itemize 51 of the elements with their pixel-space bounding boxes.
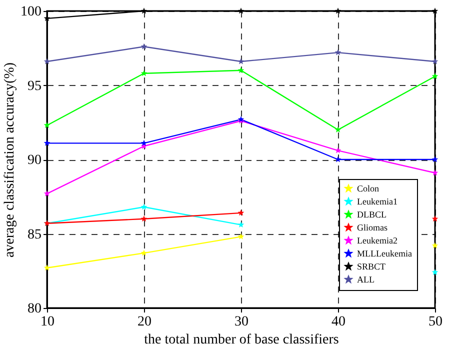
x-tick-label: 30: [234, 314, 248, 330]
point: [140, 43, 148, 50]
x-tick-label: 10: [40, 314, 54, 330]
point: [238, 233, 244, 240]
point: [432, 8, 438, 14]
y-tick-label: 100: [20, 4, 42, 20]
point: [334, 49, 342, 56]
x-tick-label: 50: [428, 314, 442, 330]
point: [140, 216, 148, 222]
point: [44, 58, 50, 64]
y-axis-title: average classification accuracy(%): [2, 62, 18, 258]
point: [44, 140, 50, 146]
legend-label: MLLLeukemia: [357, 248, 412, 258]
legend-label: Leukemia1: [357, 196, 398, 206]
point: [140, 8, 148, 14]
y-tick-label: 90: [28, 153, 42, 168]
point: [238, 67, 244, 74]
point: [238, 8, 244, 14]
point: [238, 58, 244, 64]
point: [334, 8, 342, 14]
legend-label: Colon: [357, 184, 380, 194]
point: [432, 170, 438, 176]
point: [140, 250, 148, 256]
point: [140, 204, 148, 210]
point: [140, 70, 148, 76]
point: [44, 122, 50, 128]
point: [140, 140, 148, 146]
y-tick-label: 80: [28, 302, 42, 316]
point: [238, 210, 244, 216]
y-tick-label: 85: [28, 227, 42, 242]
x-tick-label: 20: [138, 314, 152, 330]
legend-label: SRBCT: [357, 262, 386, 272]
point: [44, 190, 50, 196]
point: [334, 147, 342, 154]
legend-label: Gliomas: [357, 222, 388, 232]
point: [432, 72, 438, 80]
point: [432, 269, 438, 276]
legend-label: DLBCL: [357, 210, 387, 220]
y-tick-label: 95: [28, 78, 42, 94]
point: [44, 264, 50, 271]
point: [334, 126, 342, 133]
point: [432, 58, 438, 64]
point: [432, 242, 438, 248]
point: [432, 156, 438, 162]
point: [432, 216, 438, 222]
legend-label: ALL: [357, 274, 374, 284]
legend-label: Leukemia2: [357, 236, 398, 246]
x-tick-label: 40: [332, 314, 346, 330]
x-axis-title: the total number of base classifiers: [144, 332, 339, 348]
point: [238, 221, 244, 228]
point: [334, 156, 342, 162]
